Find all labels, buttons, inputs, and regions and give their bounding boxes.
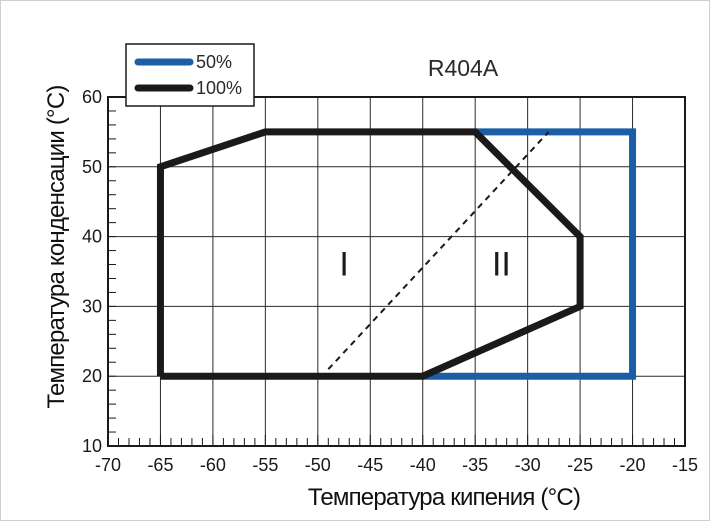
x-tick-label: -35 [462,455,488,475]
minor-ticks [107,96,686,447]
y-tick-label: 60 [82,87,102,107]
zone-divider-line [327,131,550,370]
x-tick-label: -30 [515,455,541,475]
y-tick-label: 30 [82,296,102,316]
legend-label-1: 100% [196,78,242,98]
chart-title: R404A [428,55,499,81]
x-tick-label: -40 [410,455,436,475]
y-tick-labels: 10 20 30 40 50 60 [82,87,102,456]
zone-label-2: II [492,246,511,284]
x-axis-label: Температура кипения (°C) [308,484,580,511]
x-tick-label: -25 [567,455,593,475]
x-tick-label: -70 [95,455,121,475]
y-axis-label: Температура конденсации (°C) [43,85,70,408]
legend-label-0: 50% [196,52,232,72]
legend-box [125,43,255,107]
legend: 50% 100% [125,43,255,107]
y-tick-label: 20 [82,366,102,386]
y-tick-label: 10 [82,436,102,456]
series-line-0 [422,128,637,380]
x-tick-labels: -70 -65 -60 -55 -50 -45 -40 -35 -30 -25 -20 -15 [95,455,698,475]
x-tick-label: -60 [200,455,226,475]
x-tick-label: -55 [252,455,278,475]
x-tick-label: -45 [357,455,383,475]
zone-label-1: I [339,246,348,284]
x-tick-label: -15 [672,455,698,475]
x-tick-label: -20 [620,455,646,475]
x-tick-label: -50 [305,455,331,475]
y-tick-label: 50 [82,157,102,177]
plot-frame [107,96,686,447]
series-layer [156,128,637,380]
annotation-layer: I II [339,246,511,284]
x-tick-label: -65 [147,455,173,475]
y-tick-label: 40 [82,227,102,247]
series-line-1 [156,128,584,380]
